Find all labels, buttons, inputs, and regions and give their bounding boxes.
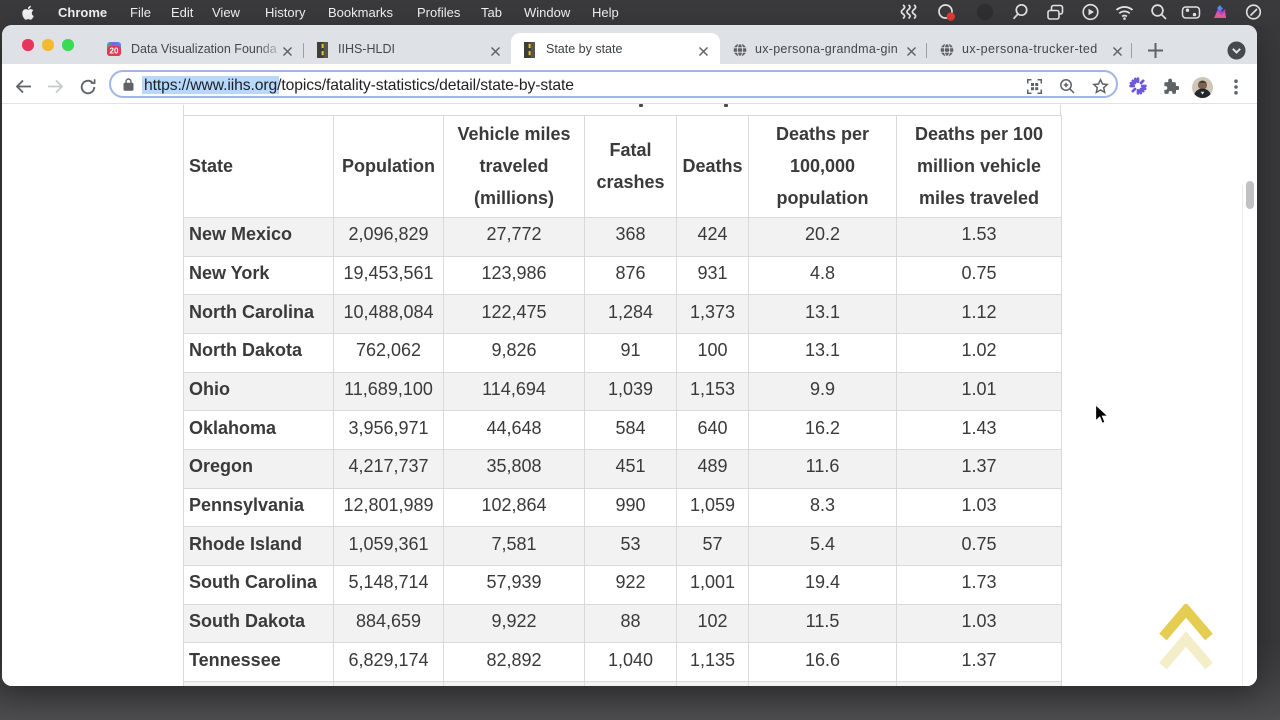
svg-text:20: 20 — [110, 47, 119, 56]
